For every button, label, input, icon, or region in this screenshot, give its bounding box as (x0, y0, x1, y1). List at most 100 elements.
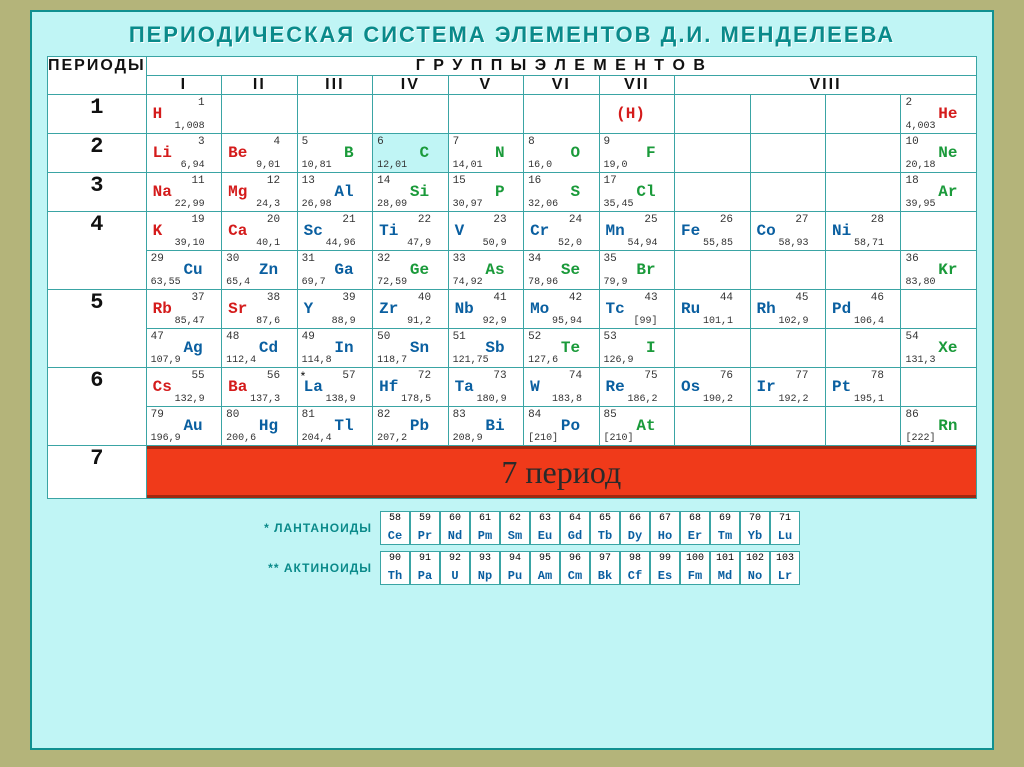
element-Li: 3Li6,94 (146, 134, 221, 173)
period-6-label: 6 (48, 368, 147, 446)
title: ПЕРИОДИЧЕСКАЯ СИСТЕМА ЭЛЕМЕНТОВ Д.И. МЕН… (42, 22, 982, 48)
element-Mg: 12Mg24,3 (222, 173, 297, 212)
element-C: 6C12,01 (373, 134, 448, 173)
lanthanide-Er: 68Er (680, 511, 710, 545)
group-label-VI: VI (524, 76, 599, 95)
actinide-Es: 99Es (650, 551, 680, 585)
element-Mo: 42Mo95,94 (524, 290, 599, 329)
element-He: 2He4,003 (901, 95, 977, 134)
element-Ge: 32Ge72,59 (373, 251, 448, 290)
actinides-row: ** АКТИНОИДЫ 90Th91Pa92U93Np94Pu95Am96Cm… (192, 551, 992, 585)
period-2-label: 2 (48, 134, 147, 173)
actinide-U: 92U (440, 551, 470, 585)
actinide-Fm: 100Fm (680, 551, 710, 585)
group-label-VIII: VIII (675, 76, 977, 95)
element-Hg: 80Hg200,6 (222, 407, 297, 446)
element-Ca: 20Ca40,1 (222, 212, 297, 251)
lanthanide-Yb: 70Yb (740, 511, 770, 545)
element-As: 33As74,92 (448, 251, 523, 290)
lanthanides-label: * ЛАНТАНОИДЫ (192, 521, 380, 535)
period-4-label: 4 (48, 212, 147, 290)
group-label-VII: VII (599, 76, 674, 95)
group-label-IV: IV (373, 76, 448, 95)
actinide-Th: 90Th (380, 551, 410, 585)
element-Co: 27Co58,93 (750, 212, 825, 251)
element-N: 7N14,01 (448, 134, 523, 173)
lanthanide-Pm: 61Pm (470, 511, 500, 545)
element-Re: 75Re186,2 (599, 368, 674, 407)
element-Kr: 36Kr83,80 (901, 251, 977, 290)
element-Ta: 73Ta180,9 (448, 368, 523, 407)
period-3-label: 3 (48, 173, 147, 212)
element-Ar: 18Ar39,95 (901, 173, 977, 212)
lanthanides-row: * ЛАНТАНОИДЫ 58Ce59Pr60Nd61Pm62Sm63Eu64G… (192, 511, 992, 545)
actinide-Np: 93Np (470, 551, 500, 585)
period-row-5a: 5 37Rb85,47 38Sr87,6 39Y88,9 40Zr91,2 41… (48, 290, 977, 329)
actinide-Pu: 94Pu (500, 551, 530, 585)
element-Xe: 54Xe131,3 (901, 329, 977, 368)
lanthanide-Pr: 59Pr (410, 511, 440, 545)
period-row-7: 7 7 период (48, 446, 977, 499)
actinide-Cm: 96Cm (560, 551, 590, 585)
element-Ru: 44Ru101,1 (675, 290, 750, 329)
period-row-5b: 47Ag107,9 48Cd112,4 49In114,8 50Sn118,7 … (48, 329, 977, 368)
element-Se: 34Se78,96 (524, 251, 599, 290)
element-Po: 84Po[210] (524, 407, 599, 446)
element-Mn: 25Mn54,94 (599, 212, 674, 251)
period-row-4a: 4 19K39,10 20Ca40,1 21Sc44,96 22Ti47,9 2… (48, 212, 977, 251)
element-Pt: 78Pt195,1 (826, 368, 901, 407)
period-row-6a: 6 55Cs132,9 56Ba137,3 *57La138,9 72Hf178… (48, 368, 977, 407)
element-W: 74W183,8 (524, 368, 599, 407)
period-row-1: 1 1H1,008 (H) 2He4,003 (48, 95, 977, 134)
element-Pb: 82Pb207,2 (373, 407, 448, 446)
element-Te: 52Te127,6 (524, 329, 599, 368)
element-P: 15P30,97 (448, 173, 523, 212)
element-Cd: 48Cd112,4 (222, 329, 297, 368)
element-K: 19K39,10 (146, 212, 221, 251)
lanthanide-Tm: 69Tm (710, 511, 740, 545)
element-Sn: 50Sn118,7 (373, 329, 448, 368)
lanthanide-Ho: 67Ho (650, 511, 680, 545)
lanthanide-Sm: 62Sm (500, 511, 530, 545)
period-row-6b: 79Au196,9 80Hg200,6 81Tl204,4 82Pb207,2 … (48, 407, 977, 446)
element-H-b: (H) (599, 95, 674, 134)
element-Zn: 30Zn65,4 (222, 251, 297, 290)
group-label-V: V (448, 76, 523, 95)
element-Bi: 83Bi208,9 (448, 407, 523, 446)
element-In: 49In114,8 (297, 329, 372, 368)
element-Be: 4Be9,01 (222, 134, 297, 173)
element-Br: 35Br79,9 (599, 251, 674, 290)
actinides-label: ** АКТИНОИДЫ (192, 561, 380, 575)
element-Al: 13Al26,98 (297, 173, 372, 212)
element-Cu: 29Cu63,55 (146, 251, 221, 290)
period-7-overlay: 7 период (147, 446, 976, 498)
periodic-table-frame: ПЕРИОДИЧЕСКАЯ СИСТЕМА ЭЛЕМЕНТОВ Д.И. МЕН… (30, 10, 994, 750)
lanthanide-Lu: 71Lu (770, 511, 800, 545)
element-Ba: 56Ba137,3 (222, 368, 297, 407)
actinide-No: 102No (740, 551, 770, 585)
element-V: 23V50,9 (448, 212, 523, 251)
element-Cs: 55Cs132,9 (146, 368, 221, 407)
element-Tl: 81Tl204,4 (297, 407, 372, 446)
period-row-3: 3 11Na22,99 12Mg24,3 13Al26,98 14Si28,09… (48, 173, 977, 212)
element-Ne: 10Ne20,18 (901, 134, 977, 173)
element-H: 1H1,008 (146, 95, 221, 134)
period-7-label: 7 (48, 446, 147, 499)
element-I: 53I126,9 (599, 329, 674, 368)
element-F: 9F19,0 (599, 134, 674, 173)
element-Hf: 72Hf178,5 (373, 368, 448, 407)
element-Si: 14Si28,09 (373, 173, 448, 212)
element-Ag: 47Ag107,9 (146, 329, 221, 368)
lanthanide-Nd: 60Nd (440, 511, 470, 545)
element-Zr: 40Zr91,2 (373, 290, 448, 329)
lanthanide-Tb: 65Tb (590, 511, 620, 545)
lanthanide-Ce: 58Ce (380, 511, 410, 545)
actinide-Pa: 91Pa (410, 551, 440, 585)
element-S: 16S32,06 (524, 173, 599, 212)
actinide-Am: 95Am (530, 551, 560, 585)
element-Sr: 38Sr87,6 (222, 290, 297, 329)
actinide-Lr: 103Lr (770, 551, 800, 585)
element-Pd: 46Pd106,4 (826, 290, 901, 329)
element-Y: 39Y88,9 (297, 290, 372, 329)
group-label-III: III (297, 76, 372, 95)
